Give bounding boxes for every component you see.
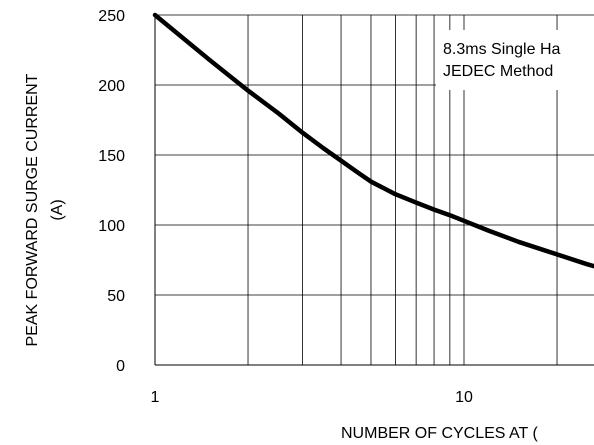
y-tick-label: 0 bbox=[116, 358, 125, 375]
y-tick-label: 200 bbox=[98, 78, 125, 95]
annotation-background bbox=[436, 30, 594, 90]
y-axis-title-line-2: (A) bbox=[49, 199, 66, 220]
annotation-line-2: JEDEC Method bbox=[443, 63, 553, 80]
x-axis-title: NUMBER OF CYCLES AT ( bbox=[341, 425, 538, 442]
x-tick-label: 1 bbox=[151, 389, 160, 406]
series-line bbox=[152, 12, 594, 269]
y-tick-label: 50 bbox=[107, 288, 125, 305]
x-tick-label: 10 bbox=[455, 389, 473, 406]
plot-area bbox=[154, 15, 594, 366]
y-axis-title-line-1: PEAK FORWARD SURGE CURRENT bbox=[24, 73, 41, 346]
annotation-box: 8.3ms Single Ha JEDEC Method bbox=[436, 30, 594, 90]
series-curve bbox=[152, 12, 594, 269]
annotation-line-1: 8.3ms Single Ha bbox=[443, 41, 560, 58]
y-tick-label: 250 bbox=[98, 8, 125, 25]
x-tick-labels: 1 10 bbox=[151, 389, 473, 406]
y-tick-label: 100 bbox=[98, 218, 125, 235]
y-tick-labels: 0 50 100 150 200 250 bbox=[98, 8, 125, 375]
y-tick-label: 150 bbox=[98, 148, 125, 165]
